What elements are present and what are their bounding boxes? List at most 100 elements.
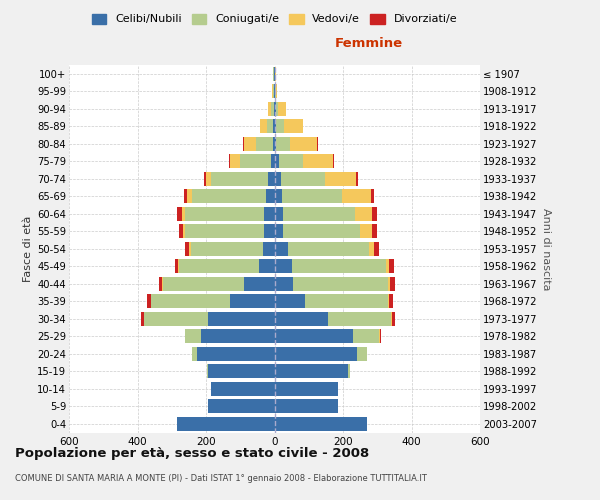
Bar xyxy=(211,172,268,186)
Bar xyxy=(230,294,275,308)
Bar xyxy=(305,294,388,308)
Bar xyxy=(282,190,342,203)
Bar xyxy=(273,84,274,98)
Bar xyxy=(275,347,356,360)
Bar xyxy=(390,277,395,290)
Bar xyxy=(275,242,288,256)
Bar xyxy=(372,207,377,220)
Bar xyxy=(283,224,360,238)
Bar xyxy=(275,137,276,150)
Bar xyxy=(244,277,275,290)
Bar xyxy=(275,84,276,98)
Bar xyxy=(204,172,206,186)
Bar xyxy=(145,312,208,326)
Bar xyxy=(275,172,281,186)
Bar xyxy=(163,277,244,290)
Bar xyxy=(208,400,275,413)
Bar xyxy=(191,242,263,256)
Bar xyxy=(179,224,183,238)
Bar xyxy=(284,120,302,133)
Bar xyxy=(276,137,290,150)
Bar xyxy=(328,312,391,326)
Bar xyxy=(348,364,350,378)
Bar xyxy=(193,347,197,360)
Bar xyxy=(275,312,328,326)
Bar xyxy=(256,137,273,150)
Bar xyxy=(264,207,275,220)
Bar xyxy=(278,154,302,168)
Legend: Celibi/Nubili, Coniugati/e, Vedovi/e, Divorziati/e: Celibi/Nubili, Coniugati/e, Vedovi/e, Di… xyxy=(92,14,457,24)
Bar xyxy=(159,277,162,290)
Bar xyxy=(275,400,338,413)
Text: Femmine: Femmine xyxy=(335,38,403,51)
Bar xyxy=(175,260,178,273)
Bar xyxy=(275,260,292,273)
Bar xyxy=(356,347,367,360)
Bar xyxy=(187,190,193,203)
Bar xyxy=(243,137,244,150)
Bar xyxy=(274,120,275,133)
Bar xyxy=(275,190,282,203)
Y-axis label: Fasce di età: Fasce di età xyxy=(23,216,33,282)
Bar xyxy=(372,224,377,238)
Bar xyxy=(275,207,283,220)
Bar xyxy=(275,330,353,343)
Bar xyxy=(268,102,271,116)
Bar xyxy=(273,137,275,150)
Bar xyxy=(177,207,182,220)
Bar xyxy=(275,102,278,116)
Bar xyxy=(184,190,187,203)
Bar xyxy=(278,102,286,116)
Bar xyxy=(264,224,275,238)
Y-axis label: Anni di nascita: Anni di nascita xyxy=(541,208,551,290)
Bar xyxy=(276,120,284,133)
Bar xyxy=(275,224,283,238)
Bar xyxy=(268,172,275,186)
Bar xyxy=(182,207,185,220)
Bar xyxy=(391,312,392,326)
Bar xyxy=(260,120,266,133)
Bar xyxy=(193,190,266,203)
Bar xyxy=(293,277,388,290)
Bar xyxy=(317,137,318,150)
Bar xyxy=(275,294,305,308)
Bar xyxy=(388,294,389,308)
Bar xyxy=(379,330,380,343)
Bar xyxy=(388,277,390,290)
Bar xyxy=(302,154,334,168)
Bar xyxy=(147,294,151,308)
Bar xyxy=(229,154,230,168)
Bar xyxy=(355,207,372,220)
Text: COMUNE DI SANTA MARIA A MONTE (PI) - Dati ISTAT 1° gennaio 2008 - Elaborazione T: COMUNE DI SANTA MARIA A MONTE (PI) - Dat… xyxy=(15,474,427,483)
Bar xyxy=(162,277,163,290)
Bar xyxy=(206,172,211,186)
Bar xyxy=(266,190,275,203)
Bar xyxy=(275,277,293,290)
Bar xyxy=(353,330,379,343)
Bar xyxy=(185,224,264,238)
Bar xyxy=(271,102,274,116)
Bar xyxy=(197,347,275,360)
Text: Popolazione per età, sesso e stato civile - 2008: Popolazione per età, sesso e stato civil… xyxy=(15,448,369,460)
Bar xyxy=(185,330,201,343)
Bar xyxy=(189,242,191,256)
Bar xyxy=(211,382,275,396)
Bar xyxy=(185,242,189,256)
Bar xyxy=(185,207,264,220)
Bar xyxy=(368,242,374,256)
Bar xyxy=(290,137,317,150)
Bar xyxy=(178,260,179,273)
Bar xyxy=(179,260,259,273)
Bar xyxy=(276,84,277,98)
Bar xyxy=(177,417,275,430)
Bar xyxy=(342,190,371,203)
Bar xyxy=(272,84,273,98)
Bar xyxy=(274,102,275,116)
Bar xyxy=(271,154,275,168)
Bar xyxy=(389,294,394,308)
Bar xyxy=(360,224,372,238)
Bar xyxy=(386,260,389,273)
Bar xyxy=(263,242,275,256)
Bar xyxy=(266,120,274,133)
Bar xyxy=(230,154,240,168)
